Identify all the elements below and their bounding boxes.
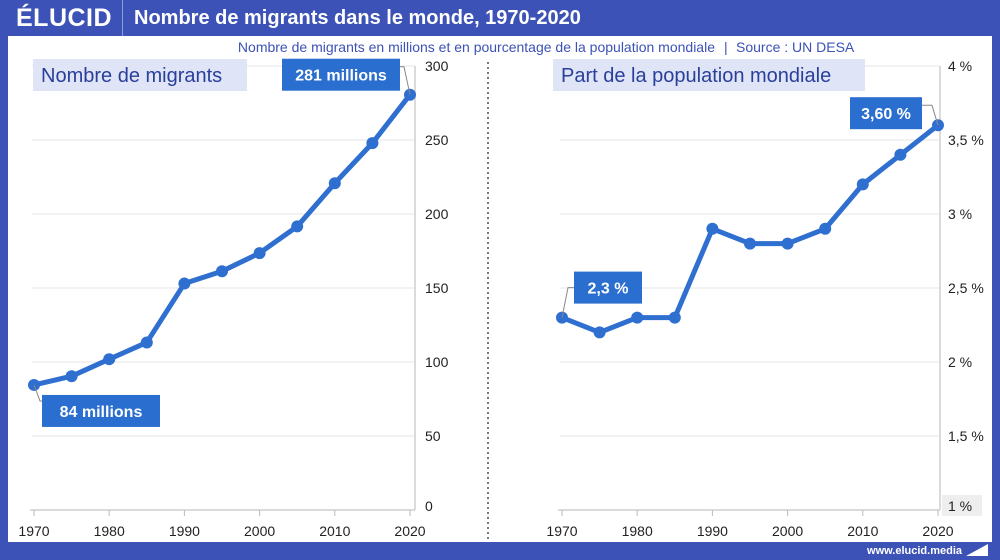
- x-tick-label: 1970: [18, 523, 49, 539]
- footer-url[interactable]: www.elucid.media: [867, 545, 962, 557]
- callout-leader: [400, 66, 411, 95]
- y-tick-label: 4 %: [948, 58, 972, 74]
- x-tick-label: 2010: [847, 523, 878, 539]
- callout-leader: [561, 287, 574, 318]
- y-tick-label: 1 %: [948, 498, 972, 514]
- x-tick-label: 1980: [622, 523, 653, 539]
- data-point: [253, 247, 266, 260]
- panel-title-bg: [33, 59, 247, 91]
- data-point: [894, 148, 907, 161]
- series-line: [33, 93, 412, 388]
- data-point: [140, 336, 153, 349]
- data-point: [178, 277, 191, 290]
- x-tick-label: 2020: [922, 523, 953, 539]
- header: ÉLUCID Nombre de migrants dans le monde,…: [0, 0, 1000, 36]
- y-tick-label: 0: [425, 498, 433, 514]
- x-tick-label: 1990: [697, 523, 728, 539]
- y-tick-label: 200: [425, 206, 449, 222]
- callout-label: 84 millions: [60, 404, 143, 421]
- y-tick-label: 250: [425, 132, 449, 148]
- callout-box: [850, 97, 922, 130]
- x-tick-label: 2020: [394, 523, 425, 539]
- panel-title: Part de la population mondiale: [561, 65, 831, 87]
- callout-label: 2,3 %: [588, 281, 629, 298]
- data-point: [819, 222, 832, 235]
- callout-leader: [922, 104, 939, 126]
- chart-panel: [8, 36, 992, 542]
- x-tick-label: 2010: [319, 523, 350, 539]
- y-tick-label: 300: [425, 58, 449, 74]
- data-point: [366, 137, 379, 150]
- callout-label: 281 millions: [295, 68, 387, 85]
- data-point: [593, 326, 606, 339]
- x-tick-label: 2000: [772, 523, 803, 539]
- callout-box: [42, 394, 160, 427]
- data-point: [706, 222, 719, 235]
- subtitle-separator: |: [724, 39, 728, 55]
- data-point: [668, 311, 681, 324]
- y-tick-label: 3 %: [948, 206, 972, 222]
- data-point: [744, 237, 756, 250]
- source: Source : UN DESA: [736, 39, 855, 55]
- tick-label-bg: [942, 495, 982, 516]
- x-tick-label: 1990: [169, 523, 200, 539]
- y-tick-label: 2,5 %: [948, 280, 984, 296]
- y-tick-label: 100: [425, 354, 449, 370]
- y-tick-label: 150: [425, 280, 449, 296]
- callout-box: [574, 271, 642, 304]
- subtitle: Nombre de migrants en millions et en pou…: [238, 39, 715, 55]
- x-tick-label: 1970: [546, 523, 577, 539]
- x-tick-label: 1980: [94, 523, 125, 539]
- logo: ÉLUCID: [16, 4, 113, 32]
- panel-title-bg: [553, 59, 865, 91]
- data-point: [856, 178, 869, 191]
- callout-leader: [33, 384, 42, 402]
- y-tick-label: 2 %: [948, 354, 972, 370]
- data-point: [216, 265, 228, 278]
- data-point: [631, 311, 644, 324]
- y-tick-label: 1,5 %: [948, 428, 984, 444]
- header-divider: [122, 0, 123, 36]
- logo-mark-icon: [966, 544, 988, 556]
- x-tick-label: 2000: [244, 523, 275, 539]
- data-point: [781, 237, 794, 250]
- data-point: [103, 353, 116, 366]
- panel-title: Nombre de migrants: [41, 65, 222, 87]
- data-point: [328, 177, 341, 190]
- chart-title: Nombre de migrants dans le monde, 1970-2…: [134, 7, 581, 29]
- data-point: [291, 220, 304, 233]
- callout-box: [282, 58, 400, 91]
- y-tick-label: 3,5 %: [948, 132, 984, 148]
- callout-label: 3,60 %: [861, 106, 911, 123]
- y-tick-label: 50: [425, 428, 441, 444]
- data-point: [65, 370, 78, 383]
